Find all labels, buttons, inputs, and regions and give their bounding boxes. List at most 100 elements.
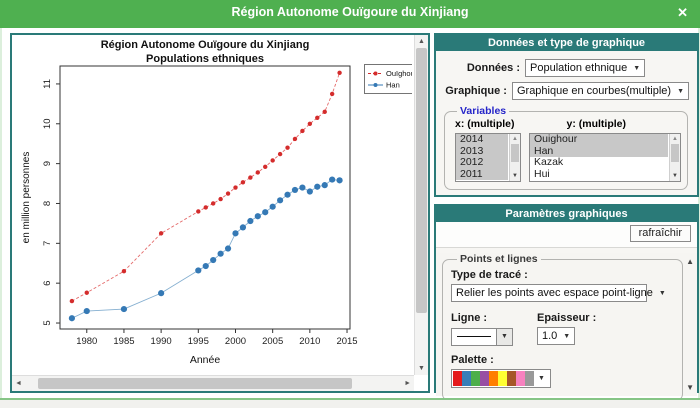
data-select[interactable]: Population ethnique ▼ bbox=[525, 59, 646, 77]
palette-label: Palette : bbox=[451, 353, 494, 366]
data-point bbox=[240, 180, 246, 185]
params-scroll-area: ▲ ▼ Points et lignes Type de tracé : Rel… bbox=[436, 253, 697, 401]
x-tick-label: 1990 bbox=[151, 336, 172, 347]
scroll-right-icon[interactable]: ► bbox=[404, 380, 411, 387]
x-tick-label: 1980 bbox=[76, 336, 97, 347]
data-point bbox=[314, 183, 321, 190]
data-point bbox=[69, 298, 75, 304]
window-bottom-border bbox=[0, 398, 700, 408]
palette-color-swatch bbox=[516, 370, 525, 386]
data-point bbox=[121, 269, 127, 274]
chevron-down-icon[interactable]: ▼ bbox=[497, 327, 513, 346]
scroll-down-icon[interactable]: ▼ bbox=[512, 173, 518, 179]
list-item[interactable]: 2012 bbox=[456, 156, 508, 169]
data-point bbox=[291, 186, 299, 194]
x-list-scrollbar[interactable]: ▲ ▼ bbox=[509, 134, 520, 181]
x-list-scroll-thumb[interactable] bbox=[511, 144, 519, 162]
palette-color-swatch bbox=[498, 370, 507, 386]
data-point bbox=[300, 128, 305, 134]
list-item[interactable]: 2014 bbox=[456, 134, 508, 146]
data-point bbox=[196, 209, 201, 214]
data-point bbox=[84, 290, 89, 295]
x-tick-label: 1985 bbox=[113, 336, 134, 347]
refresh-button[interactable]: rafraîchir bbox=[629, 225, 691, 242]
scroll-down-icon[interactable]: ▼ bbox=[672, 173, 678, 179]
list-item[interactable]: Hui bbox=[534, 167, 550, 180]
data-point bbox=[270, 158, 275, 163]
scroll-up-icon[interactable]: ▲ bbox=[512, 136, 518, 142]
x-tick-label: 2000 bbox=[225, 336, 246, 347]
graph-type-select[interactable]: Graphique en courbes(multiple) ▼ bbox=[511, 82, 689, 100]
y-list-scroll-thumb[interactable] bbox=[671, 144, 679, 162]
scroll-up-icon[interactable]: ▲ bbox=[418, 38, 425, 45]
data-point bbox=[248, 175, 253, 180]
chart-title: Région Autonome Ouïgoure du Xinjiang bbox=[101, 39, 310, 51]
data-type-panel: Données et type de graphique Données : P… bbox=[434, 33, 699, 197]
scroll-up-icon[interactable]: ▲ bbox=[686, 257, 694, 266]
graphic-params-panel: Paramètres graphiques rafraîchir ▲ ▼ Poi… bbox=[434, 204, 699, 401]
refresh-row: rafraîchir bbox=[436, 222, 697, 248]
x-variable-list[interactable]: ▲ ▼ 2014 2013 2012 2011 bbox=[455, 133, 521, 182]
palette-color-swatch bbox=[507, 370, 516, 386]
list-item[interactable]: Ouighour bbox=[530, 134, 668, 146]
chart-legend bbox=[364, 64, 412, 94]
data-point bbox=[254, 213, 261, 220]
trace-type-label: Type de tracé : bbox=[451, 269, 528, 281]
line-label: Ligne : bbox=[451, 312, 488, 324]
chart-vertical-scrollbar[interactable]: ▲ ▼ bbox=[414, 35, 428, 375]
scroll-down-icon[interactable]: ▼ bbox=[686, 383, 694, 392]
params-panel-header: Paramètres graphiques bbox=[436, 206, 697, 222]
data-point bbox=[292, 136, 298, 142]
legend-label: Han bbox=[386, 81, 400, 90]
y-list-scrollbar[interactable]: ▲ ▼ bbox=[669, 134, 680, 181]
data-point bbox=[218, 196, 223, 202]
chevron-down-icon: ▼ bbox=[677, 87, 684, 95]
data-panel-body: Données : Population ethnique ▼ Graphiqu… bbox=[436, 51, 697, 194]
list-item[interactable]: 2011 bbox=[456, 168, 508, 180]
y-axis-label: en million personnes bbox=[21, 152, 32, 244]
data-point bbox=[277, 151, 283, 157]
data-point bbox=[336, 177, 343, 184]
scroll-up-icon[interactable]: ▲ bbox=[672, 136, 678, 142]
chart-horizontal-scrollbar[interactable]: ◄ ► bbox=[12, 375, 414, 391]
y-tick-label: 9 bbox=[42, 161, 53, 166]
title-bar: Région Autonome Ouïgoure du Xinjiang ✕ bbox=[0, 0, 700, 28]
y-variable-list[interactable]: ▲ ▼ Ouighour Han Kazak Hui bbox=[529, 133, 681, 182]
data-point bbox=[158, 290, 165, 297]
data-point bbox=[277, 197, 284, 204]
palette-color-swatch bbox=[489, 370, 498, 386]
thickness-select[interactable]: 1.0 ▼ bbox=[537, 327, 575, 345]
data-point bbox=[224, 245, 232, 252]
y-tick-label: 8 bbox=[42, 201, 53, 206]
list-item[interactable]: 2013 bbox=[456, 145, 508, 157]
data-point bbox=[68, 315, 75, 322]
data-point bbox=[284, 191, 291, 198]
data-point bbox=[158, 231, 164, 236]
palette-color-swatch bbox=[525, 370, 534, 386]
line-style-select[interactable]: ▼ bbox=[451, 327, 515, 346]
trace-type-select[interactable]: Relier les points avec espace point-lign… bbox=[451, 284, 666, 302]
graph-label: Graphique : bbox=[445, 85, 507, 97]
data-point bbox=[203, 205, 208, 210]
list-item[interactable]: Kazak bbox=[534, 156, 564, 168]
chevron-down-icon: ▼ bbox=[538, 374, 545, 382]
data-point bbox=[269, 203, 276, 210]
data-point bbox=[232, 230, 239, 237]
x-tick-label: 2010 bbox=[299, 336, 320, 347]
scroll-down-icon[interactable]: ▼ bbox=[418, 365, 425, 372]
x-tick-label: 2005 bbox=[262, 336, 283, 347]
y-tick-label: 10 bbox=[42, 118, 53, 129]
palette-select[interactable]: ▼ bbox=[451, 368, 551, 388]
thickness-label: Epaisseur : bbox=[537, 312, 597, 324]
scroll-left-icon[interactable]: ◄ bbox=[15, 380, 22, 387]
variables-legend: Variables bbox=[460, 105, 507, 117]
variables-fieldset: Variables x: (multiple) y: (multiple) ▲ … bbox=[444, 105, 688, 190]
horizontal-scroll-thumb[interactable] bbox=[38, 378, 352, 389]
plot-area bbox=[59, 65, 351, 330]
x-tick-label: 2015 bbox=[336, 336, 357, 347]
vertical-scroll-thumb[interactable] bbox=[416, 48, 427, 314]
chart-panel: Région Autonome Ouïgoure du Xinjiang Popu… bbox=[10, 33, 430, 393]
close-icon[interactable]: ✕ bbox=[677, 5, 688, 20]
list-item[interactable]: Han bbox=[530, 145, 668, 157]
